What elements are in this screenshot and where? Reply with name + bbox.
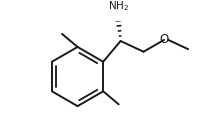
- Text: O: O: [159, 33, 169, 46]
- Text: NH$_2$: NH$_2$: [108, 0, 129, 13]
